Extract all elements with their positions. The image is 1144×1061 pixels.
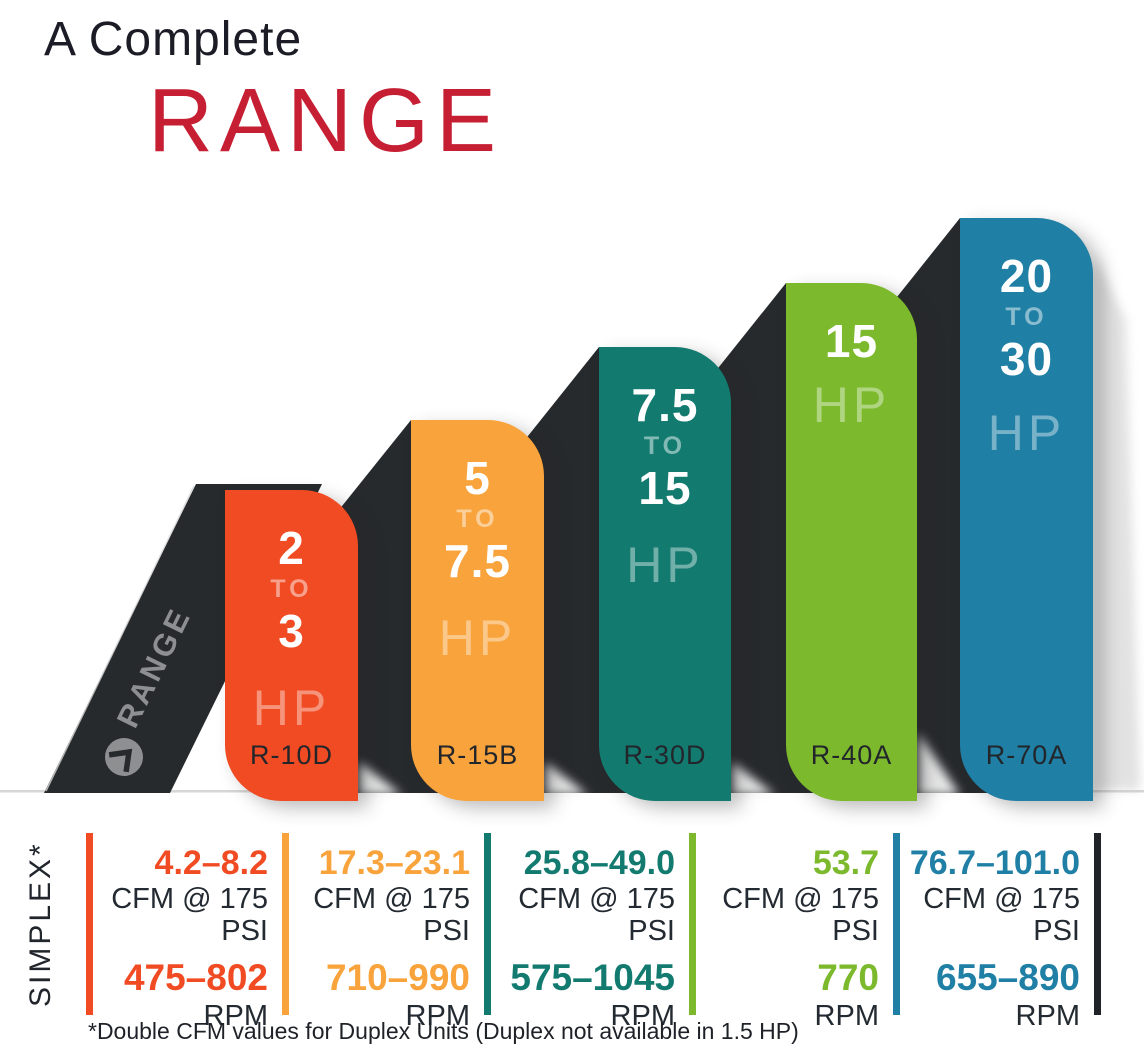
hp-unit: HP bbox=[438, 610, 517, 667]
bar-r-70a: 20 TO 30 HP R-70A bbox=[960, 218, 1093, 801]
hp-to: 15 bbox=[638, 462, 692, 515]
model-label: R-30D bbox=[623, 740, 707, 770]
row-header-simplex: SIMPLEX* bbox=[24, 841, 57, 1007]
cfm-value: 4.2–8.2 bbox=[154, 844, 268, 882]
spec-col-r-40a: 53.7 CFM @ 175 PSI 770 RPM bbox=[689, 833, 893, 1032]
ground-wedges bbox=[359, 733, 960, 795]
cfm-label: CFM @ 175 PSI bbox=[313, 883, 470, 948]
hp-to: 3 bbox=[278, 605, 305, 658]
hp-unit: HP bbox=[626, 537, 704, 594]
model-label: R-40A bbox=[810, 740, 893, 770]
cfm-value: 53.7 bbox=[812, 844, 879, 882]
page-title-line2: RANGE bbox=[148, 71, 504, 171]
bar-r-30d: 7.5 TO 15 HP R-30D bbox=[599, 347, 731, 801]
rpm-value: 710–990 bbox=[325, 957, 470, 999]
rpm-value: 575–1045 bbox=[510, 957, 675, 999]
rpm-label: RPM bbox=[1015, 999, 1080, 1032]
hp-to: 7.5 bbox=[444, 535, 511, 588]
hp-unit: HP bbox=[252, 680, 331, 737]
spec-col-r-70a: 76.7–101.0 CFM @ 175 PSI 655–890 RPM bbox=[893, 833, 1094, 1032]
cfm-value: 17.3–23.1 bbox=[318, 844, 470, 882]
spec-col-r-15b: 17.3–23.1 CFM @ 175 PSI 710–990 RPM bbox=[282, 833, 484, 1032]
table-end-divider bbox=[1094, 833, 1101, 1015]
hp-unit: HP bbox=[812, 377, 891, 434]
bar-r-10d: 2 TO 3 HP R-10D bbox=[225, 490, 358, 801]
rpm-value: 475–802 bbox=[123, 957, 268, 999]
arrow-up-right-icon bbox=[108, 748, 133, 773]
spec-col-r-10d: 4.2–8.2 CFM @ 175 PSI 475–802 RPM bbox=[86, 833, 282, 1032]
bar-r-15b: 5 TO 7.5 HP R-15B bbox=[411, 420, 544, 801]
hp-unit: HP bbox=[987, 405, 1066, 462]
hp-from: 15 bbox=[824, 315, 879, 367]
hp-from: 20 bbox=[999, 250, 1054, 302]
hp-from: 7.5 bbox=[631, 379, 699, 431]
cfm-value: 76.7–101.0 bbox=[909, 844, 1080, 882]
hp-from: 5 bbox=[464, 452, 491, 504]
spec-table: SIMPLEX* 4.2–8.2 CFM @ 175 PSI 475–802 R… bbox=[0, 833, 1144, 1032]
rpm-label: RPM bbox=[814, 999, 879, 1032]
hp-range-chart: RANGE 2 TO 3 HP R-10D 5 TO 7.5 HP R-15B … bbox=[0, 218, 1144, 801]
rpm-value: 770 bbox=[817, 957, 879, 999]
ribbon-edge-highlight bbox=[45, 485, 195, 792]
cfm-label: CFM @ 175 PSI bbox=[722, 883, 879, 948]
rpm-label: RPM bbox=[203, 999, 268, 1032]
model-label: R-70A bbox=[985, 740, 1068, 770]
rpm-value: 655–890 bbox=[935, 957, 1080, 999]
bar-shadow bbox=[1095, 255, 1140, 790]
model-label: R-10D bbox=[249, 740, 334, 770]
to-label: TO bbox=[270, 575, 313, 604]
hp-from: 2 bbox=[278, 522, 305, 574]
logo-circle bbox=[105, 738, 143, 776]
cfm-value: 25.8–49.0 bbox=[523, 844, 675, 882]
spec-col-r-30d: 25.8–49.0 CFM @ 175 PSI 575–1045 RPM bbox=[484, 833, 689, 1032]
to-label: TO bbox=[1005, 303, 1048, 332]
to-label: TO bbox=[456, 505, 499, 534]
bar-r-40a: 15 HP R-40A bbox=[786, 283, 917, 801]
cfm-label: CFM @ 175 PSI bbox=[518, 883, 675, 948]
page-title-line1: A Complete bbox=[44, 13, 303, 66]
to-label: TO bbox=[643, 432, 687, 461]
model-label: R-15B bbox=[436, 740, 519, 770]
cfm-label: CFM @ 175 PSI bbox=[111, 883, 268, 948]
rpm-label: RPM bbox=[405, 999, 470, 1032]
cfm-label: CFM @ 175 PSI bbox=[923, 883, 1080, 948]
hp-to: 30 bbox=[999, 333, 1054, 386]
footnote: *Double CFM values for Duplex Units (Dup… bbox=[88, 1018, 799, 1044]
rpm-label: RPM bbox=[610, 999, 675, 1032]
